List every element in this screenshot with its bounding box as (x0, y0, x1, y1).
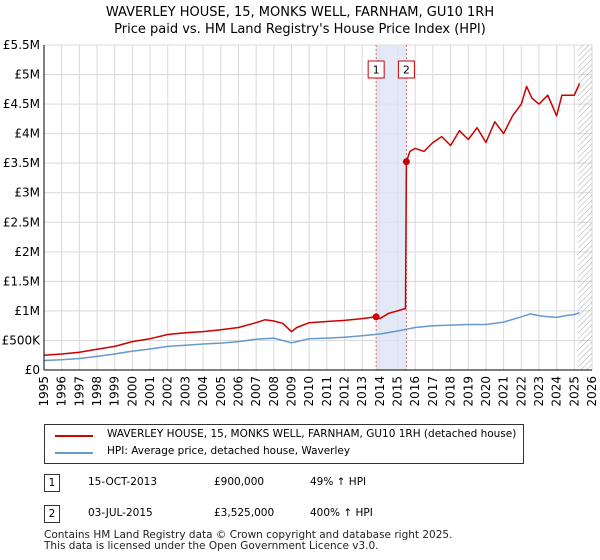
footer-line-2: This data is licensed under the Open Gov… (44, 540, 379, 552)
y-tick-label: £5M (14, 68, 40, 82)
sale-number-badge: 1 (44, 474, 60, 492)
legend-swatch-price (55, 435, 93, 437)
y-tick-label: £500K (2, 333, 42, 347)
x-tick-label: 2014 (373, 376, 387, 407)
x-tick-label: 2020 (479, 376, 493, 407)
legend-label-hpi: HPI: Average price, detached house, Wave… (107, 445, 351, 457)
hpi-line (43, 311, 580, 362)
sale-row-2: 2 03-JUL-2015 £3,525,000 400% ↑ HPI (44, 505, 584, 525)
sale-number-badge: 2 (44, 505, 60, 523)
price-paid-line (43, 83, 581, 356)
x-tick-label: 1999 (108, 376, 122, 407)
sale-hpi-change: 400% ↑ HPI (310, 507, 373, 519)
y-tick-label: £5.5M (3, 38, 40, 52)
x-tick-label: 2003 (178, 376, 192, 407)
y-tick-label: £0 (25, 363, 40, 377)
y-tick-label: £3M (14, 186, 40, 200)
chart-title-line1: WAVERLEY HOUSE, 15, MONKS WELL, FARNHAM,… (105, 5, 495, 20)
y-tick-label: £2.5M (3, 215, 40, 229)
x-tick-label: 2005 (214, 376, 228, 407)
y-tick-label: £1M (14, 304, 40, 318)
chart-legend: WAVERLEY HOUSE, 15, MONKS WELL, FARNHAM,… (44, 424, 524, 464)
x-tick-label: 2016 (408, 376, 422, 407)
sale-marker-box (397, 60, 415, 79)
x-tick-label: 1996 (55, 376, 69, 407)
y-tick-label: £3.5M (3, 156, 40, 170)
forecast-hatch (577, 45, 592, 370)
plot-area (44, 45, 592, 370)
sale-marker-label: 2 (403, 64, 410, 77)
x-tick-label: 2006 (231, 376, 245, 407)
x-tick-label: 2013 (355, 376, 369, 407)
sale-row-1: 1 15-OCT-2013 £900,000 49% ↑ HPI (44, 474, 584, 494)
x-tick-label: 2024 (550, 376, 564, 407)
x-tick-label: 1995 (37, 376, 51, 407)
footer-attribution: Contains HM Land Registry data © Crown c… (44, 530, 452, 552)
y-tick-label: £1.5M (3, 274, 40, 288)
x-tick-label: 2022 (514, 376, 528, 407)
x-tick-label: 2001 (143, 376, 157, 407)
sale-hpi-change: 49% ↑ HPI (310, 476, 367, 488)
sale-date: 03-JUL-2015 (88, 507, 153, 519)
x-tick-label: 2010 (302, 376, 316, 407)
x-tick-label: 2021 (497, 376, 511, 407)
x-tick-label: 2023 (532, 376, 546, 407)
x-tick-label: 2026 (585, 376, 599, 407)
x-tick-label: 2019 (461, 376, 475, 407)
sale-period-band (376, 45, 407, 370)
x-tick-label: 2011 (320, 376, 334, 407)
x-tick-label: 2002 (161, 376, 175, 407)
sale-marker-box (367, 60, 385, 79)
footer-line-1: Contains HM Land Registry data © Crown c… (44, 529, 453, 541)
x-tick-label: 1998 (90, 376, 104, 407)
sale-marker-label: 1 (373, 64, 380, 77)
x-tick-label: 1997 (72, 376, 86, 407)
y-tick-label: £4M (14, 127, 40, 141)
sale-price: £900,000 (214, 476, 265, 488)
x-tick-label: 2015 (391, 376, 405, 407)
x-tick-label: 2004 (196, 376, 210, 407)
x-tick-label: 2007 (249, 376, 263, 407)
price-chart: 1 2 £0 £500K £1M £1.5M £2M £2.5M £3M £3.5M £4M £4.… (2, 38, 599, 407)
sale-date: 15-OCT-2013 (88, 476, 157, 488)
legend-label-price: WAVERLEY HOUSE, 15, MONKS WELL, FARNHAM,… (107, 428, 517, 440)
sale-point (402, 158, 410, 166)
x-tick-label: 2012 (338, 376, 352, 407)
x-tick-label: 2009 (284, 376, 298, 407)
y-tick-label: £4.5M (3, 97, 40, 111)
sale-point (372, 313, 380, 321)
chart-title-line2: Price paid vs. HM Land Registry's House … (114, 22, 486, 37)
legend-swatch-hpi (55, 452, 93, 454)
x-tick-label: 2000 (125, 376, 139, 407)
x-tick-label: 2008 (267, 376, 281, 407)
x-tick-label: 2025 (567, 376, 581, 407)
x-tick-label: 2017 (426, 376, 440, 407)
sale-price: £3,525,000 (214, 507, 275, 519)
x-tick-label: 2018 (444, 376, 458, 407)
y-tick-label: £2M (14, 245, 40, 259)
